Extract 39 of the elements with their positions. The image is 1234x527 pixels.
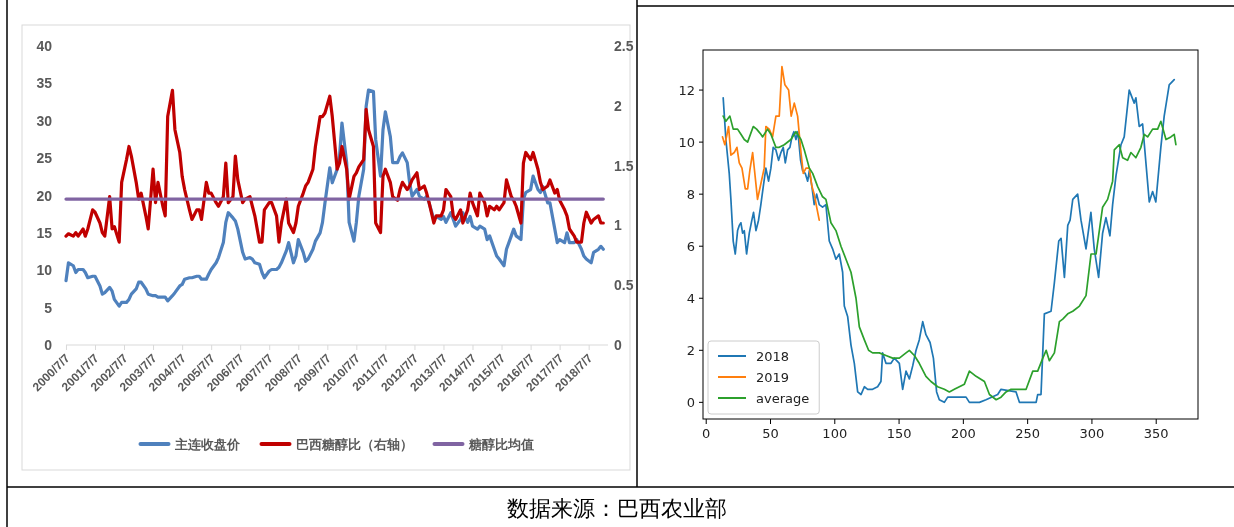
- y2-tick-label: 0.5: [614, 277, 634, 294]
- x-tick-label: 50: [762, 426, 779, 441]
- y2-tick-label: 0: [614, 337, 622, 353]
- legend-label: 巴西糖醇比（右轴）: [295, 437, 413, 452]
- y-tick-label: 30: [36, 112, 53, 129]
- source-note: 数据来源：巴西农业部: [507, 496, 727, 521]
- y-tick-label: 12: [678, 83, 695, 99]
- legend-label: 2018: [756, 349, 790, 364]
- legend-label: 糖醇比均值: [467, 437, 534, 452]
- y-tick-label: 0: [686, 395, 695, 411]
- line-series: [64, 88, 605, 244]
- legend-label: average: [756, 391, 810, 406]
- y-tick-label: 6: [686, 239, 695, 255]
- y-tick-label: 25: [36, 150, 53, 167]
- y-tick-label: 2: [686, 343, 695, 359]
- x-tick-label: 350: [1143, 426, 1169, 441]
- x-tick-label: 200: [950, 426, 976, 441]
- y-tick-label: 8: [686, 187, 695, 203]
- x-tick-label: 300: [1079, 426, 1105, 441]
- y-tick-label: 15: [36, 224, 53, 241]
- y-tick-label: 20: [36, 187, 53, 204]
- y2-tick-label: 2.5: [614, 38, 634, 54]
- x-tick-label: 150: [886, 426, 912, 441]
- x-tick-label: 100: [822, 426, 848, 441]
- y2-tick-label: 1: [614, 217, 622, 234]
- line-series: [721, 65, 821, 222]
- y-tick-label: 35: [36, 75, 53, 92]
- y-tick-label: 4: [686, 291, 695, 307]
- y-tick-label: 10: [36, 262, 53, 279]
- y2-tick-label: 1.5: [614, 157, 634, 174]
- legend-label: 主连收盘价: [173, 437, 241, 452]
- x-tick-label: 250: [1015, 426, 1041, 441]
- legend-label: 2019: [756, 370, 790, 385]
- y-tick-label: 40: [36, 38, 53, 54]
- x-tick-label: 0: [702, 426, 711, 441]
- y-tick-label: 0: [44, 337, 53, 353]
- y-tick-label: 5: [44, 299, 53, 316]
- y2-tick-label: 2: [614, 97, 622, 114]
- y-tick-label: 10: [678, 135, 695, 151]
